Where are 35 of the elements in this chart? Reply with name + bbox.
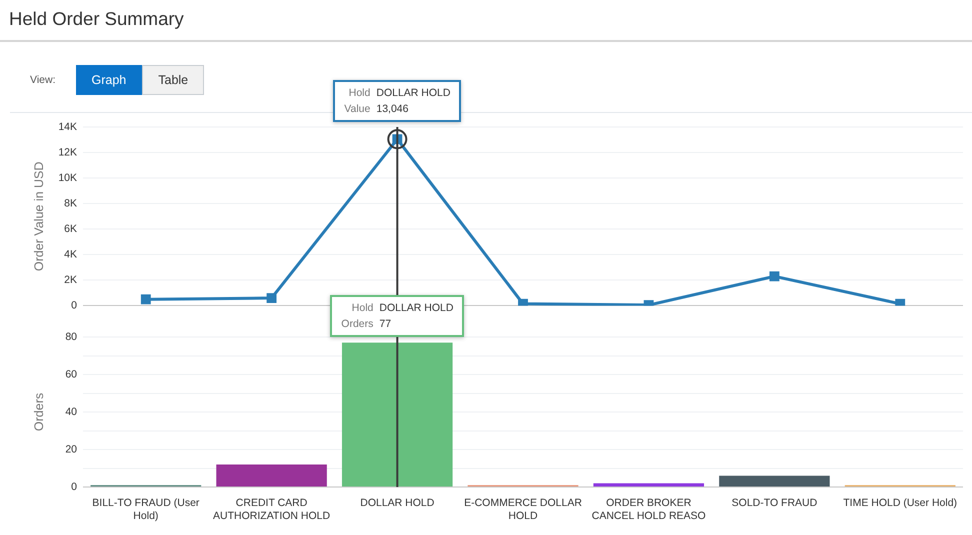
toggle-button[interactable]: Table: [142, 65, 204, 95]
point: [769, 271, 780, 282]
point: [140, 294, 151, 304]
y-tick-label: 2K: [64, 274, 77, 286]
bar: [719, 476, 830, 486]
y-tick-label: 80: [65, 330, 78, 343]
y-tick-label: 12K: [58, 146, 77, 158]
x-tick-label: E-COMMERCE DOLLAR HOLD: [464, 497, 582, 522]
y-tick-label: 10K: [58, 172, 77, 184]
y-tick-label: 20: [65, 443, 78, 456]
y-tick-label: 40: [65, 406, 78, 418]
y-tick-label: 0: [71, 300, 78, 312]
annotation: Hold DOLLAR HOLD Orders 77: [341, 302, 454, 330]
annotation: Hold DOLLAR HOLD Value 13,046: [344, 87, 450, 116]
y-axis-title: Order Value in USD: [32, 162, 46, 272]
y-axis-title: Orders: [32, 392, 46, 432]
point: [266, 293, 277, 303]
x-tick-label: SOLD-TO FRAUD: [732, 497, 818, 510]
y-tick-label: 14K: [58, 120, 77, 133]
x-tick-label: DOLLAR HOLD: [360, 497, 435, 510]
chart-title: Held Order Summary: [9, 8, 184, 30]
y-tick-label: 6K: [64, 223, 77, 236]
x-tick-label: CREDIT CARD AUTHORIZATION HOLD: [213, 497, 331, 522]
x-tick-label: BILL-TO FRAUD (User Hold): [92, 497, 200, 522]
x-tick-label: ORDER BROKER CANCEL HOLD REASO: [592, 497, 706, 522]
y-tick-label: 0: [71, 480, 78, 493]
bar: [216, 464, 327, 486]
y-tick-label: 4K: [64, 248, 77, 261]
bar: [342, 342, 453, 486]
y-tick-label: 8K: [64, 197, 77, 210]
toggle-button[interactable]: Graph: [76, 65, 142, 95]
y-tick-label: 60: [65, 368, 78, 380]
bar: [593, 483, 704, 486]
x-tick-label: TIME HOLD (User Hold): [843, 497, 958, 510]
text: View:: [30, 74, 56, 86]
